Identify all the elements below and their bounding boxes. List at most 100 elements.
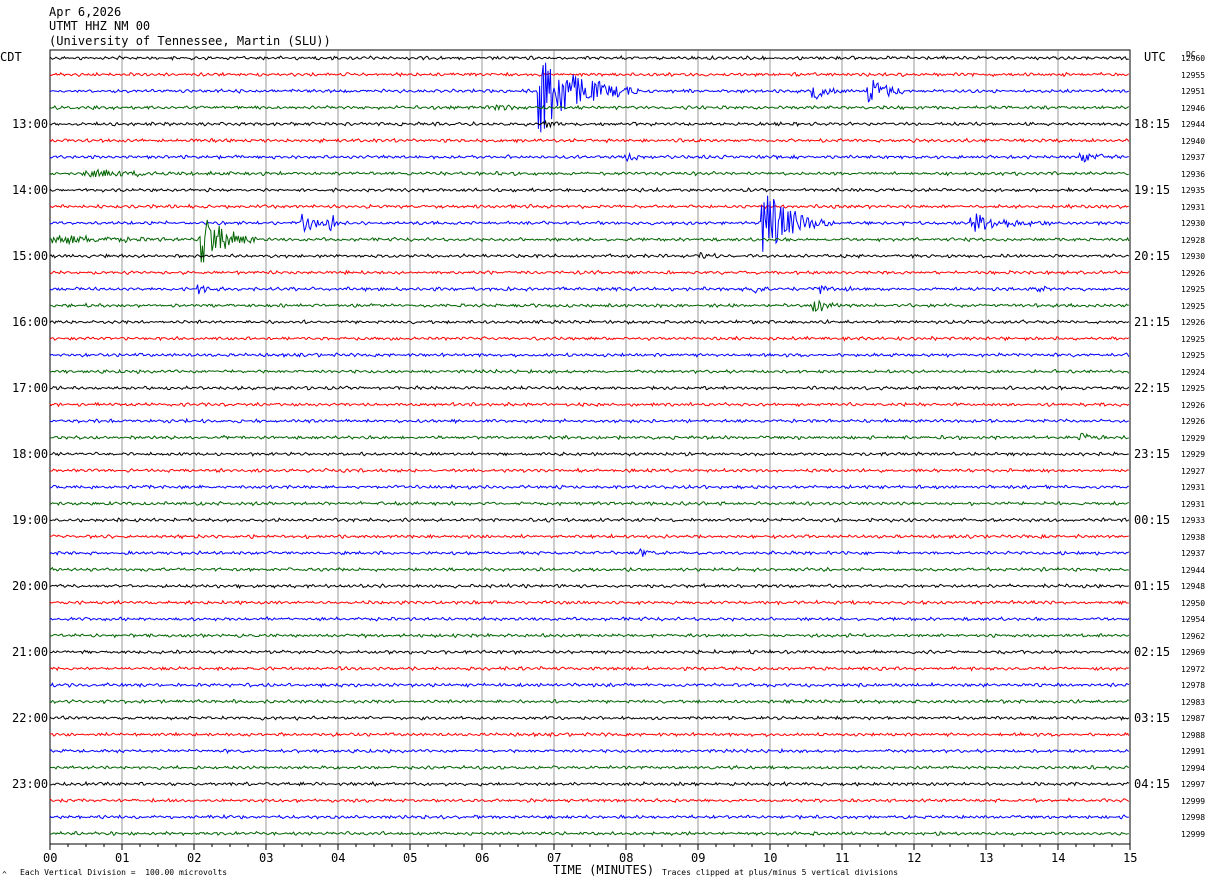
x-axis-title: TIME (MINUTES) (553, 863, 655, 877)
trace-5 (49, 137, 1130, 144)
trace-17 (49, 335, 1130, 342)
trace-44 (50, 780, 1130, 787)
dc-offset-label: 12994 (1181, 763, 1206, 773)
dc-offset-label: 12999 (1181, 829, 1206, 839)
trace-4 (49, 119, 1130, 129)
x-tick-label: 14 (1051, 851, 1066, 865)
dc-offset-label: 12930 (1181, 252, 1206, 261)
trace-38 (49, 681, 1130, 689)
dc-offset-label: 12924 (1181, 367, 1206, 377)
clip-note: Traces clipped at plus/minus 5 vertical … (662, 868, 899, 877)
plot-frame (49, 49, 1131, 845)
dc-offset-label: 12972 (1181, 664, 1206, 674)
trace-27 (49, 500, 1129, 507)
dc-offset-label: 12978 (1181, 681, 1206, 690)
right-hour-label: 00:15 (1134, 513, 1171, 527)
x-tick-label: 01 (115, 851, 130, 865)
trace-19 (49, 368, 1130, 375)
dc-offset-label: 12926 (1181, 400, 1206, 410)
dc-offset-label: 12954 (1181, 615, 1206, 624)
x-tick-label: 07 (547, 851, 562, 865)
trace-13 (49, 269, 1130, 276)
x-tick-label: 10 (763, 851, 778, 865)
dc-offset-label: 12935 (1181, 186, 1206, 195)
trace-9 (49, 203, 1129, 210)
dc-offset-label: 12936 (1181, 169, 1206, 179)
trace-1 (49, 71, 1130, 78)
dc-offset-label: 12991 (1181, 747, 1206, 756)
trace-37 (49, 665, 1129, 672)
trace-2 (49, 62, 1129, 133)
trace-47 (50, 830, 1129, 837)
trace-46 (49, 813, 1129, 821)
trace-31 (49, 566, 1129, 573)
x-tick-label: 02 (187, 851, 202, 865)
dc-offset-label: 12950 (1181, 598, 1206, 608)
left-hour-label: 18:00 (12, 447, 49, 461)
dc-offset-label: 12925 (1181, 285, 1206, 294)
right-timezone-label: UTC (1144, 50, 1166, 64)
chart-date: Apr 6,2026 (49, 5, 122, 19)
left-hour-label: 21:00 (12, 645, 49, 659)
trace-32 (49, 582, 1129, 590)
dc-offset-label: 12962 (1181, 631, 1206, 641)
trace-23 (49, 432, 1129, 441)
right-hour-label: 22:15 (1134, 381, 1171, 395)
dc-offset-label: 12925 (1181, 351, 1206, 360)
trace-20 (50, 385, 1130, 391)
right-hour-label: 02:15 (1134, 645, 1171, 659)
right-hour-label: 03:15 (1134, 711, 1171, 725)
dc-offset-label: 12955 (1181, 70, 1206, 80)
dc-offset-label: 12925 (1181, 301, 1206, 311)
right-hour-label: 19:15 (1134, 183, 1171, 197)
dc-offset-label: 12948 (1181, 582, 1206, 591)
dc-offset-label: 12969 (1181, 648, 1206, 657)
trace-16 (49, 318, 1130, 325)
dc-offset-label: 12937 (1181, 153, 1206, 162)
x-tick-label: 09 (691, 851, 706, 865)
trace-22 (49, 417, 1129, 425)
dc-offset-label: 12925 (1181, 334, 1206, 344)
dc-offset-label: 12940 (1181, 136, 1206, 146)
trace-33 (49, 599, 1129, 606)
trace-28 (49, 517, 1130, 523)
trace-40 (49, 715, 1130, 721)
dc-offset-label: 12929 (1181, 450, 1206, 459)
trace-21 (49, 401, 1130, 408)
trace-6 (49, 151, 1129, 163)
x-tick-label: 12 (907, 851, 922, 865)
station-code: UTMT HHZ NM 00 (49, 19, 151, 33)
left-hour-label: 14:00 (12, 183, 49, 197)
trace-24 (49, 451, 1129, 457)
dc-offset-label: 12951 (1181, 87, 1206, 96)
left-hour-label: 19:00 (12, 513, 49, 527)
scale-note: Each Vertical Division = 100.00 microvol… (20, 868, 228, 877)
right-hour-label: 20:15 (1134, 249, 1171, 263)
trace-36 (49, 648, 1130, 656)
x-tick-label: 11 (835, 851, 850, 865)
right-hour-label: 18:15 (1134, 117, 1171, 131)
dc-offset-label: 12930 (1181, 219, 1206, 228)
x-tick-label: 05 (403, 851, 418, 865)
trace-29 (49, 533, 1130, 540)
dc-offset-label: 12997 (1181, 780, 1206, 789)
dc-offset-label: 12933 (1181, 516, 1206, 525)
station-institution: (University of Tennessee, Martin (SLU)) (49, 34, 331, 48)
dc-offset-label: 12926 (1181, 318, 1206, 327)
trace-30 (49, 548, 1130, 557)
right-hour-label: 23:15 (1134, 447, 1171, 461)
dc-header-label: DC (1186, 50, 1196, 59)
dc-offset-label: 12926 (1181, 417, 1206, 426)
dc-offset-label: 12928 (1181, 235, 1206, 245)
trace-12 (49, 252, 1130, 259)
trace-7 (49, 168, 1129, 178)
x-tick-label: 08 (619, 851, 634, 865)
trace-18 (49, 352, 1130, 359)
left-hour-label: 23:00 (12, 777, 49, 791)
dc-offset-label: 12926 (1181, 268, 1206, 278)
trace-25 (49, 467, 1129, 474)
trace-10 (49, 195, 1130, 252)
dc-offset-label: 12938 (1181, 532, 1206, 542)
dc-offset-label: 12960 (1181, 54, 1206, 63)
